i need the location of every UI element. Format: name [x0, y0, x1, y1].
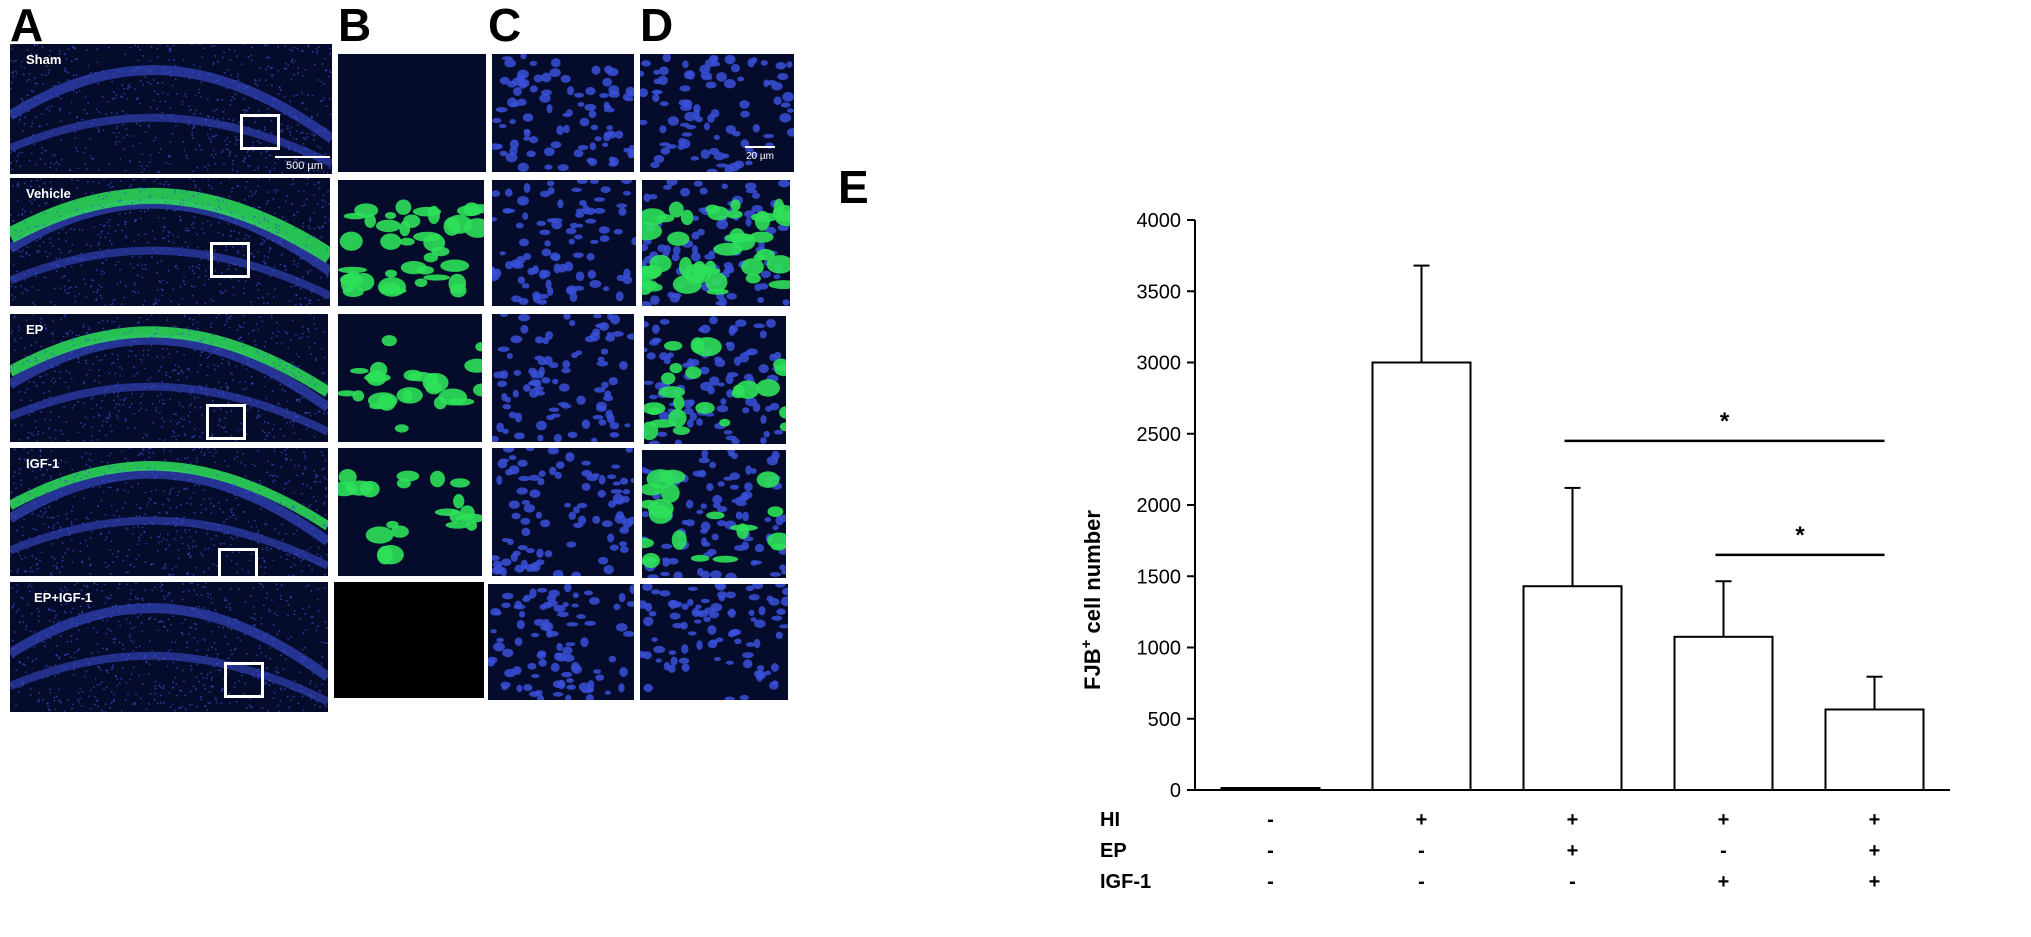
micro-texture: [10, 582, 328, 712]
scale-bar-20: [745, 146, 775, 148]
micro-texture: [10, 44, 332, 174]
treatment-sign: -: [1267, 871, 1274, 893]
sham-merge-image: 20 µm: [640, 54, 794, 172]
igf1-dapi-image: [492, 448, 634, 576]
micro-texture: [338, 199, 484, 298]
bar: [1220, 787, 1321, 791]
y-tick-label: 3000: [1137, 353, 1182, 375]
treatment-sign: -: [1418, 840, 1425, 862]
micro-texture: [642, 180, 790, 306]
panel-letter-e: E: [838, 161, 869, 213]
micro-texture: [640, 584, 788, 700]
ep-igf1-hippocampus-image: EP+IGF-1: [10, 582, 328, 712]
treatment-sign: +: [1869, 809, 1881, 831]
y-tick-label: 4000: [1137, 210, 1182, 232]
ep-igf1-dapi-image: [488, 584, 634, 700]
roi-box: [224, 662, 264, 698]
micro-texture: [642, 450, 786, 578]
scale-bar-20-label: 20 µm: [746, 151, 774, 162]
treatment-sign: -: [1569, 871, 1576, 893]
micro-texture: [644, 316, 786, 444]
micro-texture: [492, 180, 636, 305]
micro-texture: [492, 448, 634, 576]
sham-fjb-image: [338, 54, 486, 172]
roi-box: [210, 242, 250, 278]
ep-igf1-merge-image: [640, 584, 788, 700]
condition-label-igf1: IGF-1: [26, 456, 60, 471]
significance-star: *: [1720, 408, 1730, 435]
roi-box: [240, 114, 280, 150]
condition-label-ep: EP: [26, 322, 44, 337]
igf1-merge-image: [642, 450, 786, 578]
treatment-sign: +: [1567, 809, 1579, 831]
micro-texture: [10, 314, 328, 442]
condition-label-vehicle: Vehicle: [26, 186, 71, 201]
y-axis-label: FJB+ cell number: [1080, 510, 1105, 690]
ep-dapi-image: [492, 314, 634, 442]
ep-fjb-image: [338, 314, 482, 442]
treatment-sign: +: [1869, 871, 1881, 893]
ep-hippocampus-image: EP: [10, 314, 328, 442]
bar: [1673, 635, 1774, 791]
micro-texture: [640, 54, 794, 172]
y-tick-label: 2000: [1137, 495, 1182, 517]
micro-texture: [10, 178, 330, 306]
ep-merge-image: [644, 316, 786, 444]
micro-texture: [338, 54, 486, 172]
treatment-sign: -: [1418, 871, 1425, 893]
treatment-table: HI - + + + + EP - - + - + IGF-1 - - - + +: [1100, 809, 1880, 893]
treatment-sign: -: [1267, 809, 1274, 831]
condition-label-sham: Sham: [26, 52, 62, 67]
treatment-sign: +: [1718, 809, 1730, 831]
y-tick-label: 1500: [1137, 566, 1182, 588]
bar: [1371, 361, 1472, 791]
condition-label-ep-igf1: EP+IGF-1: [34, 590, 93, 605]
vehicle-hippocampus-image: Vehicle: [10, 178, 330, 306]
ep-igf1-fjb-image: [334, 582, 484, 698]
bar-group: [1220, 264, 1925, 791]
treatment-sign: +: [1869, 840, 1881, 862]
micro-texture: [488, 584, 634, 700]
sham-hippocampus-image: Sham 500 µm: [10, 44, 332, 174]
treatment-row-label: IGF-1: [1100, 871, 1151, 893]
bar: [1824, 708, 1925, 791]
treatment-sign: +: [1718, 871, 1730, 893]
treatment-row-label: HI: [1100, 809, 1120, 831]
y-tick-label: 2500: [1137, 424, 1182, 446]
y-tick-label: 1000: [1137, 638, 1182, 660]
vehicle-merge-image: [642, 180, 790, 306]
igf1-hippocampus-image: IGF-1: [10, 448, 328, 576]
scale-bar-500: [275, 156, 330, 158]
bar: [1522, 585, 1623, 791]
roi-box: [206, 404, 246, 440]
panel-letter-c: C: [488, 0, 522, 51]
y-tick-group: 0 500 1000 1500 2000 2500 3000 3500 4000: [1137, 210, 1195, 802]
y-tick-label: 500: [1148, 709, 1181, 731]
panel-letter-b: B: [338, 0, 372, 51]
treatment-row-label: EP: [1100, 840, 1127, 862]
treatment-sign: -: [1720, 840, 1727, 862]
scale-bar-500-label: 500 µm: [286, 160, 323, 172]
micro-texture: [492, 314, 634, 442]
micro-texture: [10, 448, 328, 576]
y-tick-label: 0: [1170, 780, 1181, 802]
vehicle-dapi-image: [492, 180, 636, 306]
significance-star: *: [1795, 522, 1805, 549]
micro-texture: [338, 335, 482, 433]
treatment-sign: +: [1567, 840, 1579, 862]
y-tick-label: 3500: [1137, 281, 1182, 303]
sham-dapi-image: [492, 54, 634, 172]
igf1-fjb-image: [338, 448, 482, 576]
panel-letter-a: A: [10, 0, 44, 51]
treatment-sign: +: [1416, 809, 1428, 831]
roi-box: [218, 548, 258, 576]
significance-group: **: [1564, 408, 1885, 557]
vehicle-fjb-image: [338, 180, 484, 306]
micro-texture: [338, 468, 482, 565]
panel-letter-d: D: [640, 0, 674, 51]
treatment-sign: -: [1267, 840, 1274, 862]
micro-texture: [492, 54, 634, 172]
